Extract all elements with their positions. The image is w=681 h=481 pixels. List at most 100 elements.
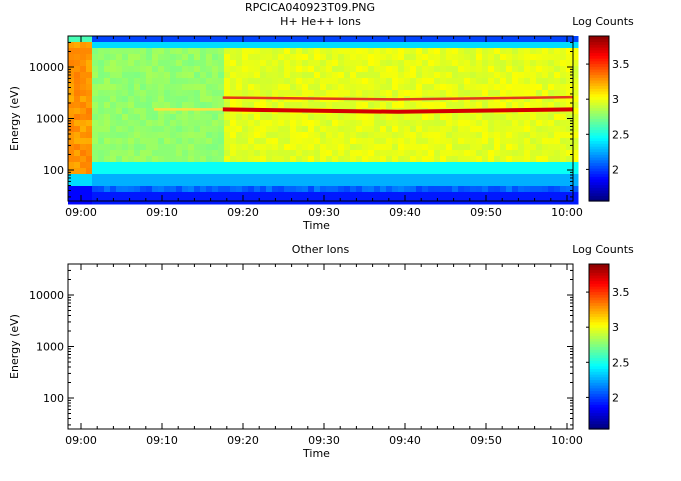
heatmap-cell [134,42,141,49]
heatmap-cell [182,102,189,109]
heatmap-cell [170,180,177,187]
heatmap-cell [398,174,405,181]
heatmap-cell [542,54,549,61]
heatmap-cell [152,66,159,73]
heatmap-cell [314,174,321,181]
heatmap-cell [68,174,75,181]
heatmap-cell [272,144,279,151]
heatmap-cell [254,138,261,145]
heatmap-cell [92,42,99,49]
heatmap-cell [572,54,579,61]
heatmap-cell [380,132,387,139]
heatmap-cell [152,120,159,127]
heatmap-cell [272,36,279,43]
heatmap-cell [290,36,297,43]
heatmap-cell [176,156,183,163]
heatmap-cell [146,180,153,187]
heatmap-cell [416,42,423,49]
heatmap-cell [98,180,105,187]
heatmap-cell [500,144,507,151]
heatmap-cell [338,36,345,43]
heatmap-cell [566,90,573,97]
heatmap-cell [536,96,543,103]
x-tick-label: 09:20 [227,206,259,219]
heatmap-cell [98,192,105,199]
heatmap-cell [86,162,93,169]
heatmap-cell [188,72,195,79]
heatmap-cell [494,168,501,175]
heatmap-cell [434,138,441,145]
heatmap-cell [104,138,111,145]
heatmap-cell [134,102,141,109]
heatmap-cell [74,156,81,163]
heatmap-cell [470,78,477,85]
heatmap-cell [80,186,87,193]
heatmap-cell [332,156,339,163]
heatmap-cell [320,78,327,85]
heatmap-cell [230,180,237,187]
heatmap-cell [500,156,507,163]
colorbar-swatch [589,310,609,315]
heatmap-cell [362,120,369,127]
heatmap-cell [170,42,177,49]
heatmap-cell [530,174,537,181]
heatmap-cell [524,96,531,103]
heatmap-cell [86,180,93,187]
heatmap-cell [560,150,567,157]
colorbar-swatch [589,280,609,284]
heatmap-cell [572,36,579,43]
heatmap-cell [182,36,189,43]
heatmap-cell [494,114,501,121]
heatmap-cell [320,114,327,121]
heatmap-cell [224,126,231,133]
heatmap-cell [482,90,489,97]
heatmap-cell [116,156,123,163]
heatmap-cell [272,186,279,193]
heatmap-cell [350,54,357,61]
heatmap-cell [194,96,201,103]
heatmap-cell [518,102,525,109]
heatmap-cell [158,138,165,145]
heatmap-cell [110,180,117,187]
heatmap-cell [266,174,273,181]
colorbar-swatch [589,88,609,92]
heatmap-cell [458,156,465,163]
colorbar-swatch [589,343,609,348]
heatmap-cell [86,120,93,127]
heatmap-cell [128,174,135,181]
heatmap-cell [362,174,369,181]
colorbar-swatch [589,179,609,183]
heatmap-cell [548,36,555,43]
heatmap-cell [470,90,477,97]
heatmap-cell [140,192,147,199]
heatmap-cell [188,174,195,181]
heatmap-cell [200,186,207,193]
heatmap-cell [572,198,579,205]
heatmap-cell [422,180,429,187]
heatmap-cell [272,60,279,67]
heatmap-cell [170,102,177,109]
heatmap-cell [524,78,531,85]
heatmap-cell [314,138,321,145]
heatmap-cell [422,132,429,139]
heatmap-cell [536,168,543,175]
heatmap-cell [458,54,465,61]
heatmap-cell [494,54,501,61]
heatmap-cell [260,48,267,55]
heatmap-cell [140,186,147,193]
heatmap-cell [530,72,537,79]
heatmap-cell [368,90,375,97]
heatmap-cell [374,120,381,127]
heatmap-cell [68,108,75,115]
heatmap-cell [356,66,363,73]
heatmap-cell [230,156,237,163]
heatmap-cell [110,174,117,181]
heatmap-cell [68,138,75,145]
heatmap-cell [74,42,81,49]
heatmap-cell [452,192,459,199]
heatmap-cell [230,192,237,199]
heatmap-cell [434,72,441,79]
colorbar-swatch [589,376,609,381]
heatmap-cell [290,150,297,157]
heatmap-cell [260,192,267,199]
